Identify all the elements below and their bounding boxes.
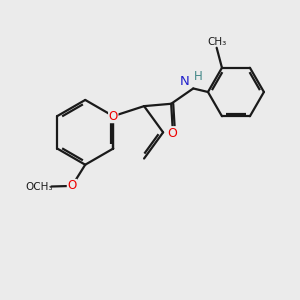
Text: OCH₃: OCH₃ bbox=[25, 182, 53, 191]
Text: O: O bbox=[168, 127, 178, 140]
Text: O: O bbox=[109, 110, 118, 123]
Text: N: N bbox=[180, 75, 190, 88]
Text: O: O bbox=[67, 179, 76, 192]
Text: H: H bbox=[194, 70, 203, 83]
Text: CH₃: CH₃ bbox=[207, 38, 226, 47]
